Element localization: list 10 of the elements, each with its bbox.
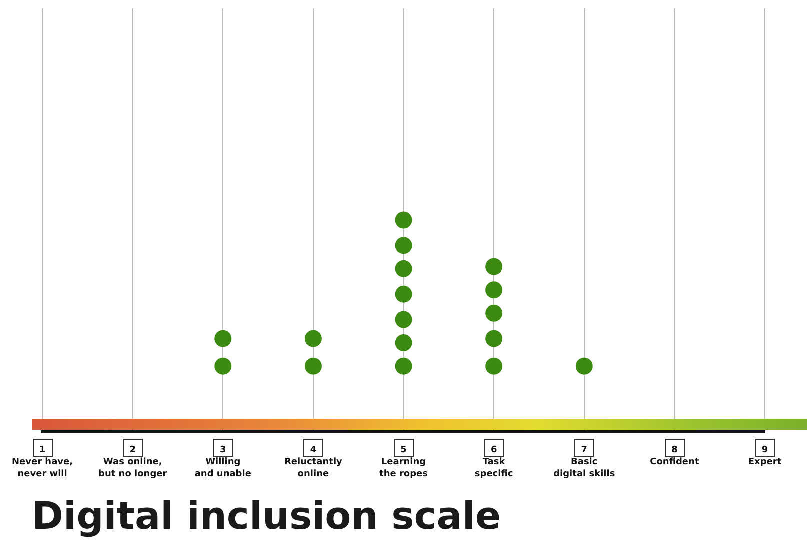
- x-tick-label: 6 Task specific: [474, 445, 514, 480]
- x-tick-label: 1 Never have, never will: [12, 445, 74, 480]
- x-tick-label: 3 Willing and unable: [194, 445, 252, 480]
- x-tick-label: 2 Was online, but no longer: [98, 445, 168, 480]
- x-tick-label: 8 Confident: [650, 445, 700, 468]
- text: Digital inclusion scale: [32, 494, 502, 538]
- x-tick-label: 9 Expert: [748, 445, 782, 468]
- x-tick-label: 5 Learning the ropes: [380, 445, 428, 480]
- x-tick-label: 4 Reluctantly online: [284, 445, 343, 480]
- x-tick-label: 7 Basic digital skills: [554, 445, 616, 480]
